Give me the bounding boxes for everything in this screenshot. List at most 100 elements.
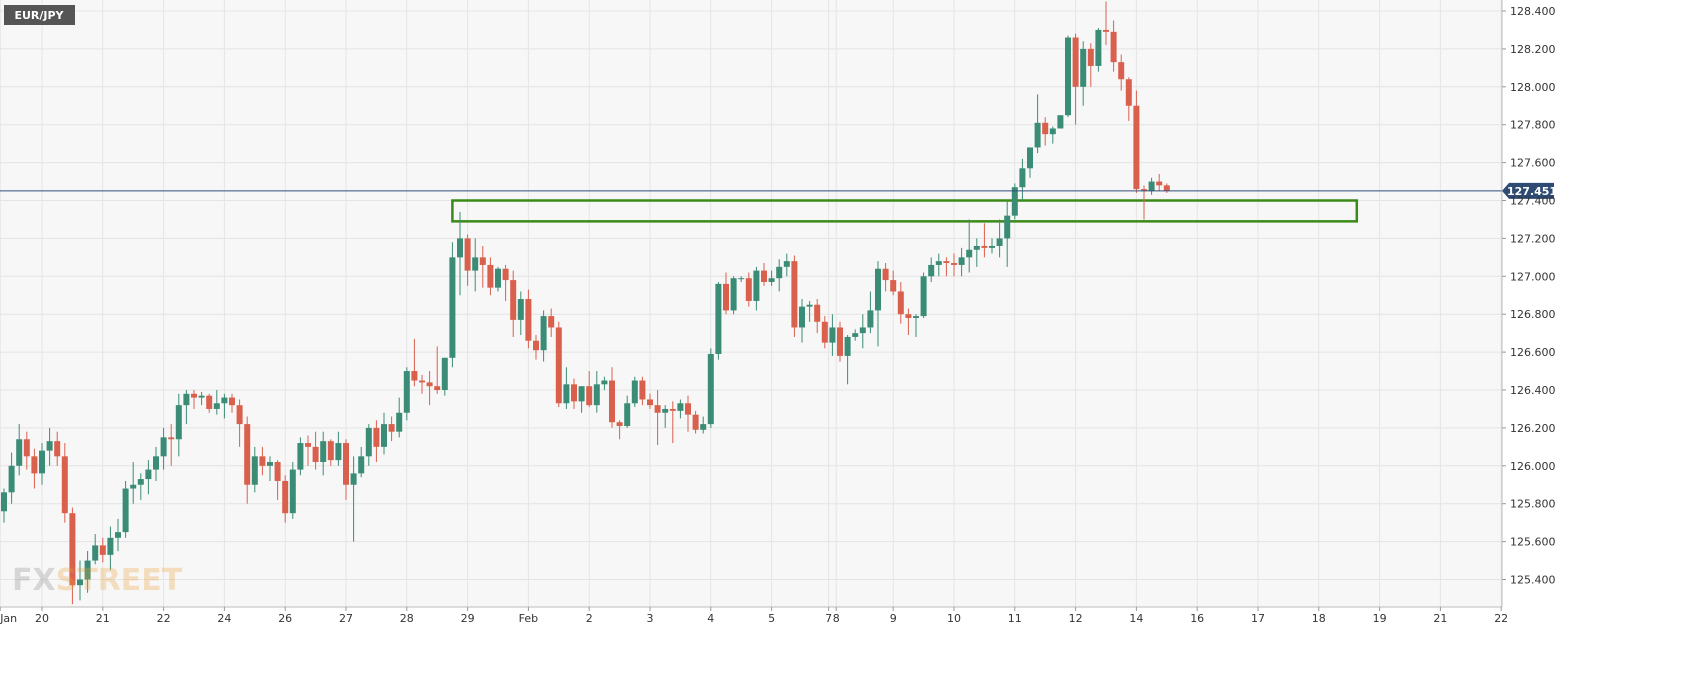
candle-body	[951, 263, 957, 265]
candle	[137, 473, 144, 500]
symbol-badge-box	[4, 5, 75, 25]
candle	[479, 245, 486, 288]
candle	[928, 257, 935, 282]
candle-body	[259, 456, 266, 466]
candle-body	[1034, 122, 1041, 148]
x-tick-label: 18	[1312, 612, 1326, 625]
candle	[821, 316, 828, 349]
y-tick-label: 128.400	[1510, 5, 1556, 18]
candle-body	[935, 261, 942, 265]
candle	[753, 266, 760, 311]
candle	[601, 376, 608, 390]
candle	[616, 420, 623, 440]
candle-body	[160, 437, 167, 457]
candle	[107, 526, 114, 571]
candle-body	[251, 456, 258, 485]
x-tick-label: 21	[96, 612, 110, 625]
candle	[449, 242, 456, 368]
candle-body	[715, 283, 722, 354]
candle	[624, 395, 631, 428]
candle-body	[1019, 168, 1026, 188]
candle-body	[913, 316, 919, 318]
candle-body	[77, 579, 83, 586]
candle	[692, 410, 699, 434]
x-tick-label: 7	[825, 612, 832, 625]
candle	[700, 416, 707, 434]
candle	[1027, 147, 1033, 178]
candle	[198, 391, 205, 406]
candle	[1118, 54, 1125, 91]
candle	[99, 537, 106, 563]
candle	[396, 397, 403, 438]
candle	[609, 367, 615, 428]
candle-body	[403, 371, 410, 413]
candle-body	[441, 357, 448, 390]
candle-body	[578, 386, 585, 402]
x-tick-label: 29	[461, 612, 475, 625]
candle	[122, 480, 129, 538]
candle-body	[662, 408, 669, 413]
candle	[54, 431, 61, 466]
candle-body	[799, 306, 805, 328]
candle-body	[1080, 48, 1087, 87]
x-tick-label: 9	[890, 612, 897, 625]
candle-body	[411, 371, 418, 381]
candle	[297, 437, 304, 476]
candle-body	[525, 299, 532, 341]
x-tick-label: 21	[1433, 612, 1447, 625]
candle-body	[548, 316, 555, 328]
y-tick-label: 126.000	[1510, 460, 1556, 473]
candle	[776, 259, 783, 292]
candle	[373, 420, 380, 463]
candle-body	[99, 545, 106, 555]
candle-body	[631, 380, 638, 404]
x-tick-label: 26	[278, 612, 292, 625]
y-tick-label: 125.600	[1510, 536, 1556, 549]
candle	[973, 238, 980, 267]
candle	[84, 551, 91, 593]
candle-body	[586, 386, 593, 406]
candle	[153, 446, 159, 481]
candle	[327, 439, 334, 466]
candle-body	[761, 270, 767, 282]
candle-body	[46, 441, 53, 451]
candle-body	[897, 291, 904, 315]
candle-body	[495, 268, 501, 288]
candle-body	[593, 384, 600, 406]
y-axis-ticks: 128.400 128.200 128.000 127.800 127.600 127.4…	[1502, 5, 1556, 587]
candle-body	[23, 439, 30, 457]
candle	[411, 338, 418, 387]
candle-body	[312, 446, 319, 463]
candle	[282, 475, 289, 523]
candle	[1148, 177, 1155, 195]
candle	[267, 456, 273, 481]
candle-body	[61, 456, 68, 514]
candle-body	[1, 492, 7, 512]
candle	[221, 393, 228, 419]
candle	[191, 390, 197, 409]
candle-body	[1110, 31, 1117, 63]
candle	[859, 314, 866, 349]
candle	[365, 424, 372, 466]
candle-body	[791, 261, 798, 328]
candle-body	[859, 327, 866, 334]
candle-body	[555, 327, 562, 404]
y-tick-label: 125.400	[1510, 574, 1556, 587]
candle-body	[137, 479, 144, 485]
candle	[654, 390, 661, 445]
candle-body	[943, 261, 950, 264]
candle	[1103, 1, 1109, 46]
x-tick-label: 5	[768, 612, 775, 625]
candle	[419, 374, 425, 394]
candle-body	[373, 427, 380, 447]
candle-body	[517, 299, 524, 320]
candle	[160, 427, 167, 470]
candle	[69, 507, 76, 605]
candle	[381, 412, 387, 455]
candle-body	[1087, 48, 1094, 66]
candle	[61, 443, 68, 523]
candle	[707, 348, 714, 428]
candle-body	[464, 238, 471, 271]
candle	[837, 321, 843, 362]
